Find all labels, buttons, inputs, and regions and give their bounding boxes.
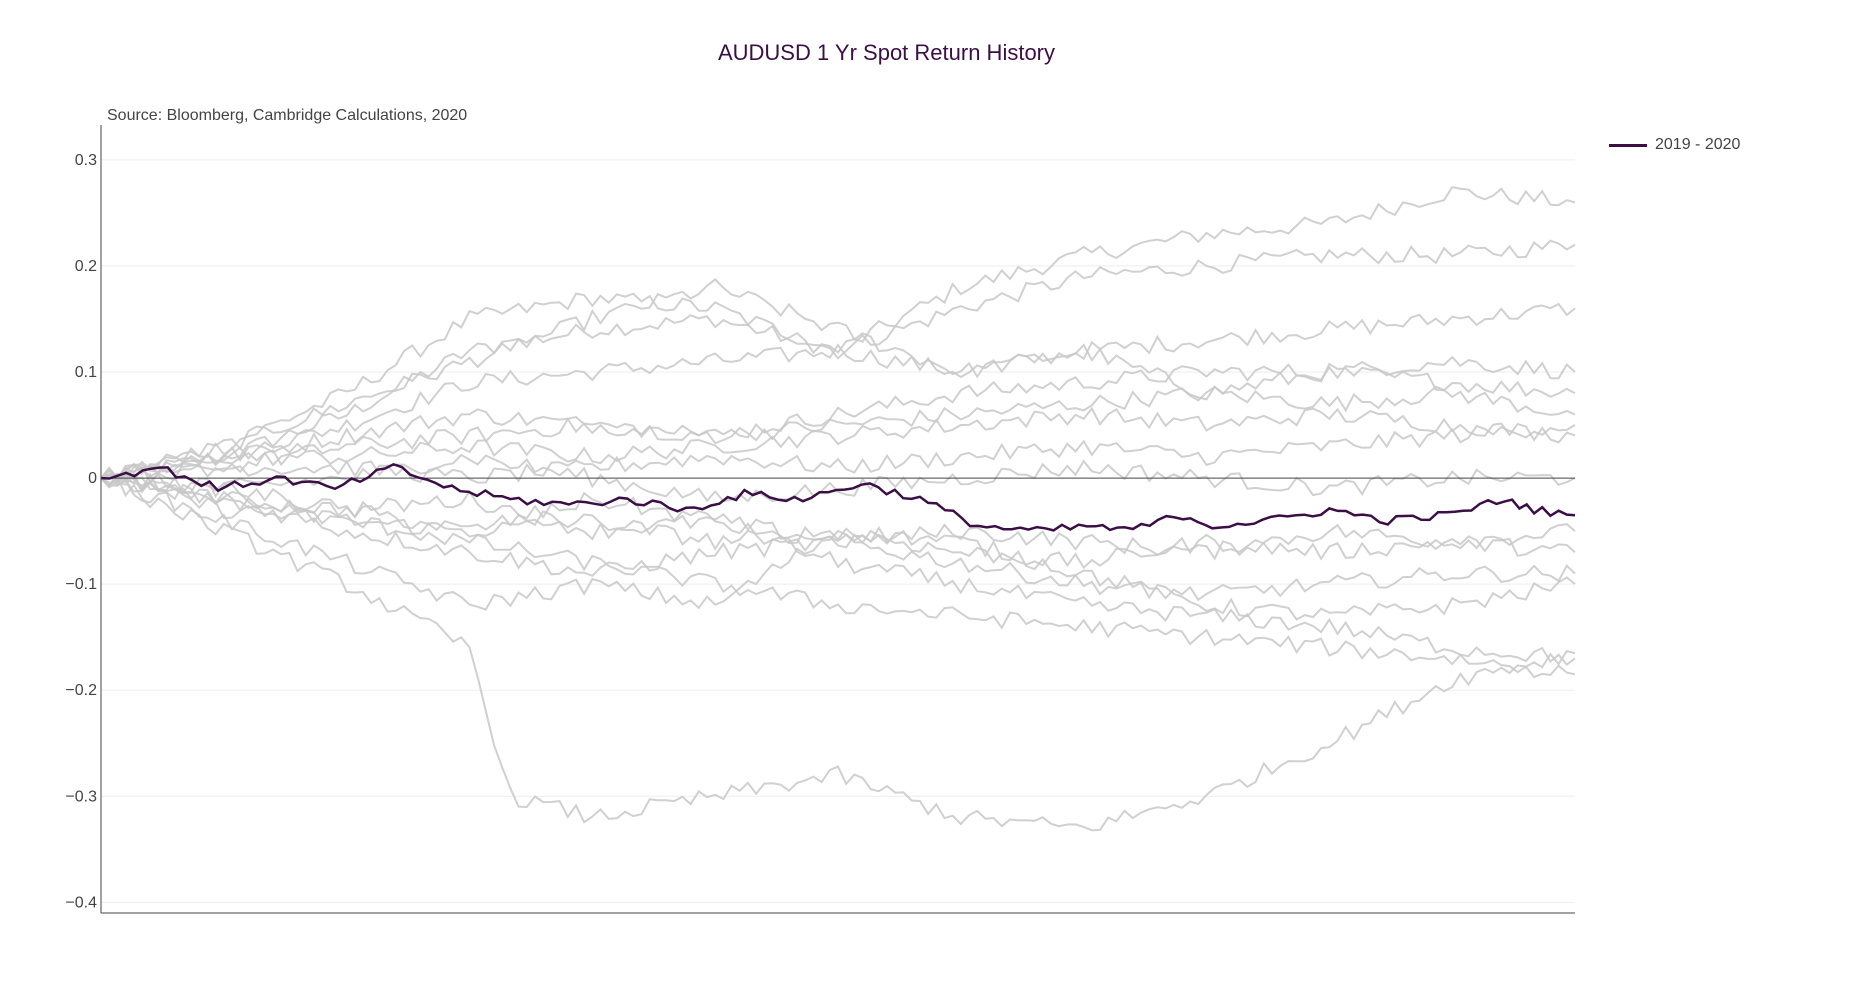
y-tick-label: 0.2	[75, 258, 97, 275]
legend[interactable]: 2019 - 2020	[1609, 136, 1740, 154]
history-series-line	[100, 473, 1576, 621]
y-tick-label: −0.3	[65, 788, 97, 805]
y-tick-label: 0.3	[75, 152, 97, 169]
history-series-line	[100, 355, 1576, 486]
history-series-line	[100, 385, 1576, 482]
highlight-series-line	[100, 462, 1576, 532]
history-series-layer	[100, 185, 1576, 832]
y-tick-label: −0.1	[65, 576, 97, 593]
y-tick-label: 0	[88, 470, 97, 487]
y-tick-label: −0.2	[65, 682, 97, 699]
grid-layer	[101, 159, 1575, 903]
axis-layer	[100, 125, 1575, 914]
chart-title: AUDUSD 1 Yr Spot Return History	[717, 40, 1056, 65]
history-series-line	[100, 185, 1576, 480]
history-series-line	[100, 477, 1576, 570]
history-series-line	[100, 302, 1576, 484]
y-tick-label: −0.4	[65, 894, 97, 911]
legend-label: 2019 - 2020	[1655, 136, 1741, 153]
history-series-line	[100, 472, 1576, 666]
history-series-line	[100, 474, 1576, 679]
chart-source-note: Source: Bloomberg, Cambridge Calculation…	[107, 107, 468, 124]
highlight-series-layer	[100, 462, 1576, 532]
history-series-line	[100, 239, 1576, 480]
history-series-line	[100, 475, 1576, 832]
history-series-line	[100, 475, 1576, 602]
history-series-line	[100, 453, 1576, 503]
y-tick-label: 0.1	[75, 364, 97, 381]
legend-swatch	[1609, 143, 1647, 147]
y-tick-labels: 0.3 0.2 0.1 0 −0.1 −0.2 −0.3 −0.4	[65, 152, 97, 912]
history-series-line	[100, 278, 1576, 483]
history-series-line	[100, 473, 1576, 561]
history-series-line	[100, 424, 1576, 488]
